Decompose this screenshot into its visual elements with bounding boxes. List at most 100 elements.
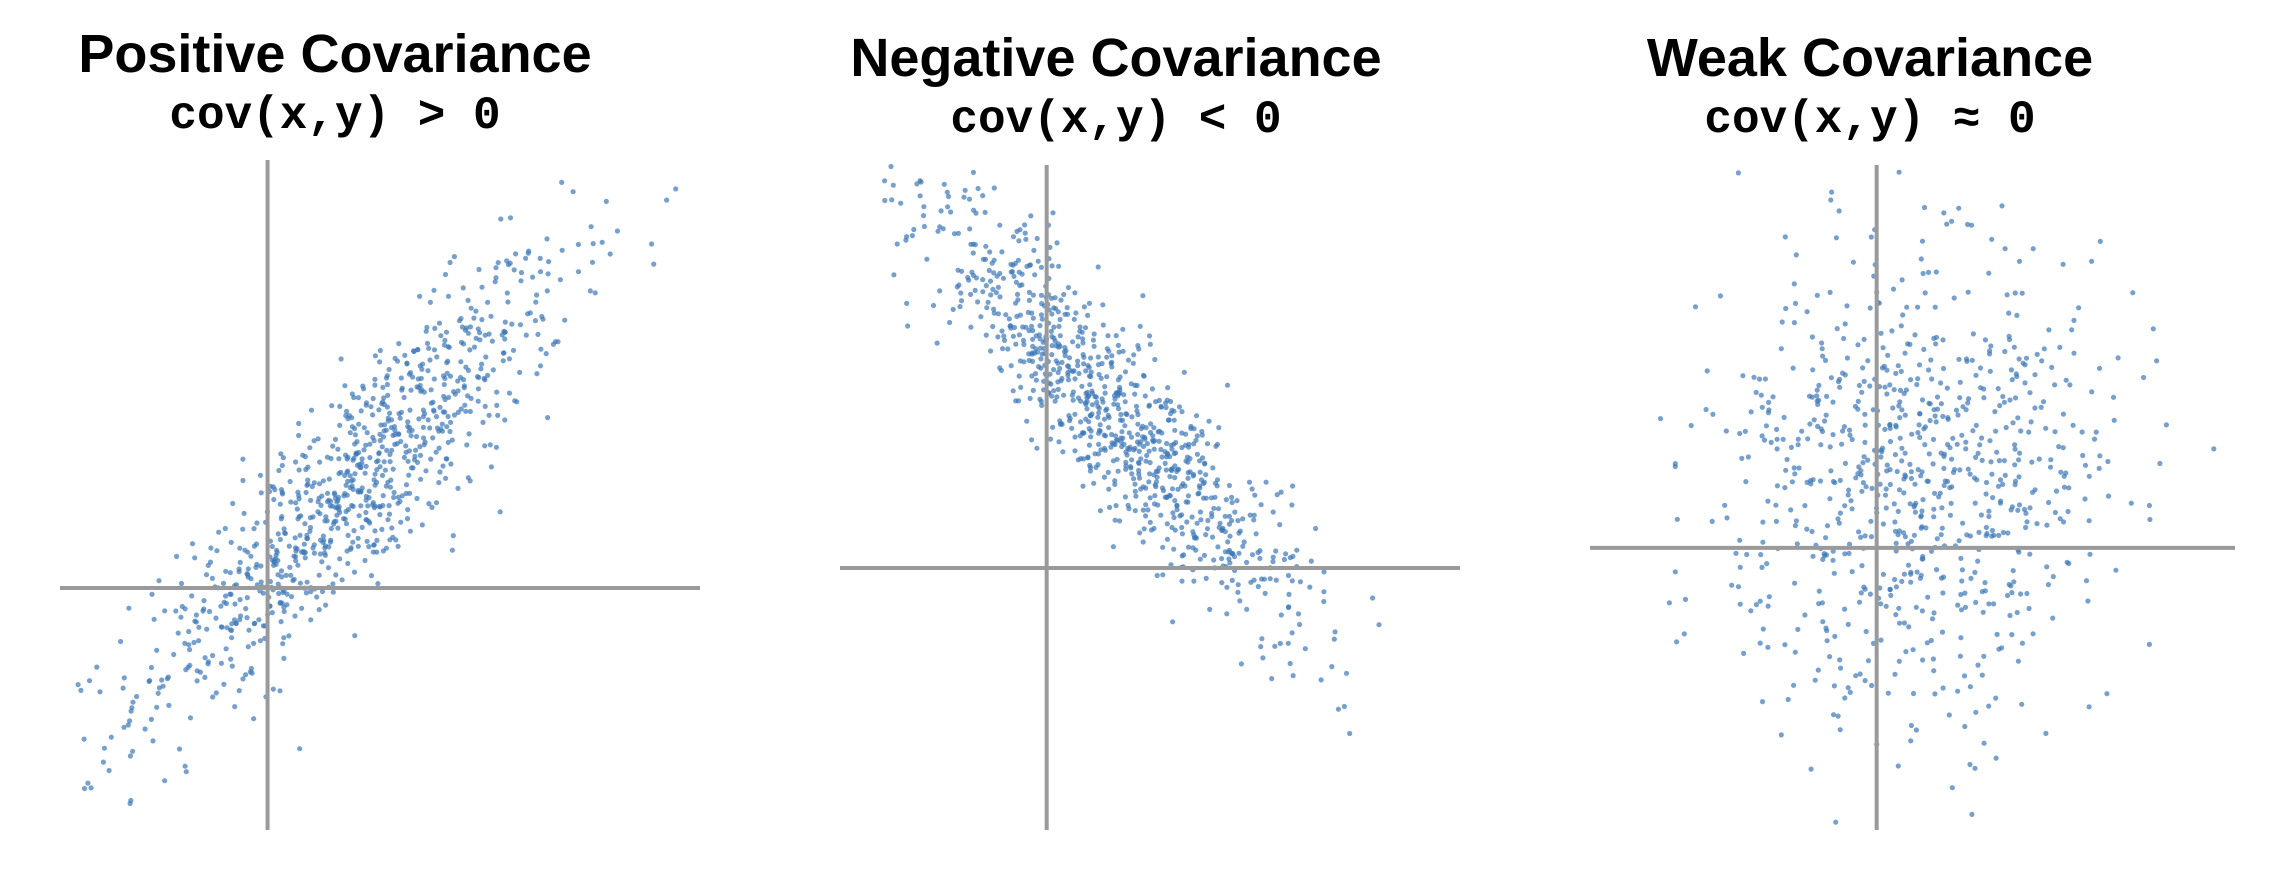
scatter-point [302,555,308,561]
scatter-point [1008,363,1014,369]
scatter-point [1995,386,2001,392]
scatter-point [1842,606,1848,612]
scatter-point [1890,405,1896,411]
scatter-point [1823,535,1829,541]
scatter-point [319,493,325,499]
scatter-point [292,554,299,560]
scatter-point [458,339,465,345]
scatter-point [973,210,979,216]
scatter-point [1331,636,1337,642]
scatter-point [1159,485,1166,491]
scatter-point [1979,672,1985,678]
scatter-point [2043,425,2049,431]
scatter-point [1054,394,1060,400]
scatter-point [467,408,473,415]
scatter-point [1934,536,1940,542]
scatter-point [151,616,157,622]
scatter-point [251,543,257,549]
scatter-point [237,545,243,551]
scatter-point [2002,472,2008,478]
scatter-point [1990,495,1996,501]
scatter-point [403,482,410,488]
scatter-point [1011,273,1017,279]
scatter-point [332,491,338,497]
scatter-point [492,279,498,285]
scatter-point [361,447,367,453]
scatter-point [300,452,306,458]
scatter-point [987,249,993,255]
scatter-point [2016,457,2022,463]
scatter-point [1246,479,1253,485]
scatter-point [1810,553,1816,559]
chart-title: Weak Covariance [1646,28,2094,88]
scatter-point [1869,485,1875,491]
scatter-point [324,490,331,496]
scatter-point [2024,519,2030,525]
scatter-point [1148,421,1154,427]
scatter-point [209,575,215,582]
scatter-point [317,511,323,517]
scatter-point [2063,377,2069,383]
scatter-point [307,515,313,521]
scatter-point [243,606,249,612]
scatter-point [2052,509,2058,516]
scatter-point [1884,462,1890,468]
scatter-point [1191,578,1197,584]
scatter-point [533,299,539,305]
scatter-point [1993,428,1999,434]
scatter-point [1014,313,1020,319]
scatter-point [295,489,301,495]
scatter-point [1940,685,1946,691]
scatter-point [1146,448,1152,454]
scatter-point [377,359,383,365]
scatter-point [500,350,506,356]
scatter-point [1170,619,1176,625]
scatter-point [341,516,347,522]
scatter-point [251,716,257,722]
scatter-point [1190,545,1196,551]
scatter-point [1174,502,1180,508]
scatter-point [377,347,383,354]
scatter-point [1918,473,1924,479]
scatter-point [1666,600,1672,606]
scatter-point [458,359,464,365]
scatter-point [1955,688,1961,694]
scatter-point [377,431,383,437]
scatter-point [1887,586,1893,593]
scatter-point [445,439,451,445]
scatter-point [1126,446,1132,453]
scatter-point [1253,531,1259,537]
scatter-point [178,614,184,620]
scatter-point [279,462,285,469]
scatter-point [1759,699,1766,705]
scatter-point [527,310,533,316]
scatter-point [2065,508,2071,515]
scatter-point [363,493,369,499]
scatter-point [1812,677,1818,683]
scatter-point [1977,365,1984,371]
scatter-point [1724,515,1730,521]
scatter-point [348,546,354,552]
scatter-point [240,456,246,462]
scatter-point [1032,371,1039,377]
scatter-point [970,241,976,247]
scatter-point [243,672,249,678]
scatter-point [1765,644,1771,650]
scatter-point [444,424,450,430]
scatter-point [445,293,452,299]
scatter-point [1031,247,1037,253]
scatter-point [1729,582,1735,588]
scatter-point [1259,576,1265,582]
scatter-point [228,539,234,546]
scatter-point [1171,451,1177,457]
scatter-point [1049,352,1055,358]
weak-covariance-scatter-plot [1590,165,2235,830]
scatter-point [1889,328,1895,334]
scatter-point [500,358,506,364]
scatter-point [230,500,236,507]
scatter-point [1987,438,1993,444]
scatter-point [2097,453,2103,459]
scatter-point [1179,524,1185,531]
scatter-point [995,284,1001,290]
scatter-point [2150,326,2156,332]
